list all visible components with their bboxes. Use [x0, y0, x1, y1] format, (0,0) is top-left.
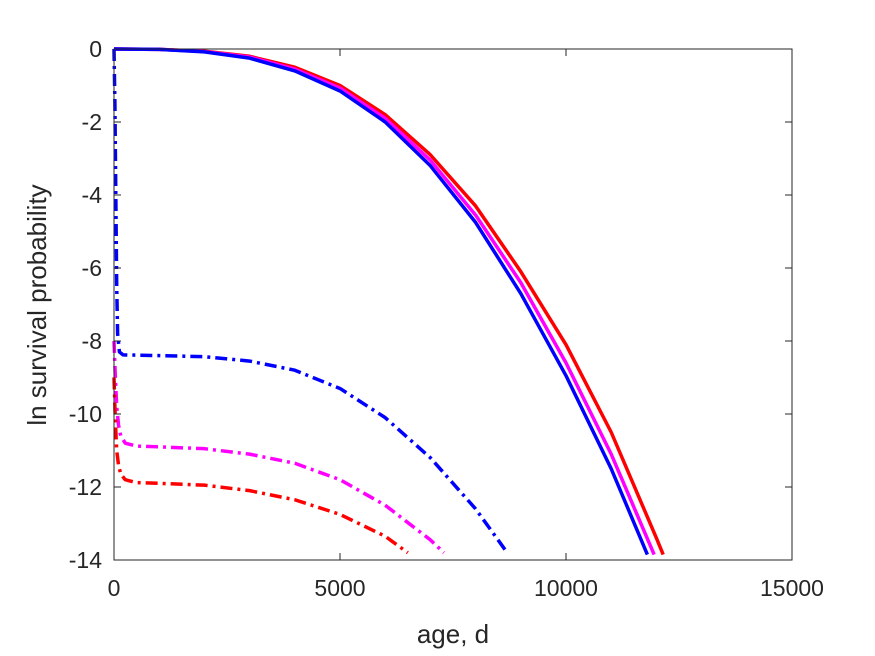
y-tick-label: -14	[69, 547, 102, 573]
y-tick-label: -8	[82, 328, 102, 354]
series-line-3-solid	[113, 47, 649, 556]
x-tick-label: 10000	[534, 575, 598, 601]
series-line-6-dashdot	[112, 377, 409, 555]
y-tick-label: -4	[82, 182, 103, 208]
x-tick-label: 15000	[760, 575, 824, 601]
series-layer	[112, 47, 665, 556]
plot-frame	[113, 48, 793, 561]
plot-area	[114, 49, 792, 560]
y-tick-label: -10	[69, 401, 102, 427]
x-axis-label: age, d	[417, 619, 489, 649]
x-tick-label: 0	[108, 575, 121, 601]
x-tick-label: 5000	[314, 575, 365, 601]
y-axis-label: ln survival probability	[22, 184, 52, 425]
y-tick-label: -6	[82, 255, 102, 281]
y-tick-label: -2	[82, 109, 102, 135]
tick-layer: 0 5000 10000 15000 0 -2 -4 -6 -8 -10 -12 -14	[69, 36, 824, 601]
y-tick-label: -12	[69, 474, 102, 500]
y-tick-label: 0	[89, 36, 102, 62]
series-line-5-dashdot	[112, 340, 446, 554]
